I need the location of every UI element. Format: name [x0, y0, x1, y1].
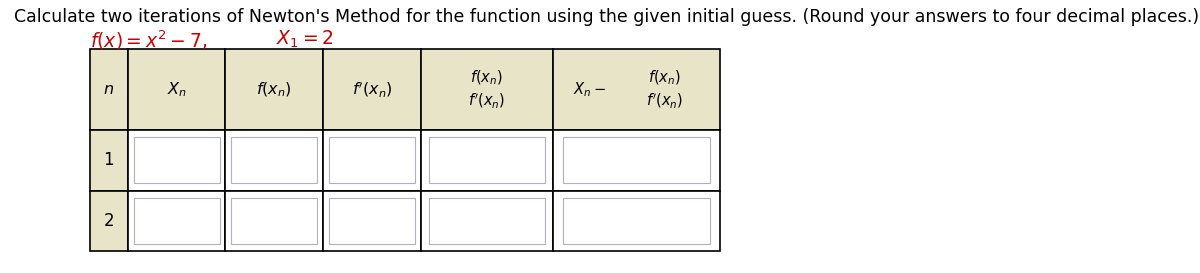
Text: $\mathit{X}_n -$: $\mathit{X}_n -$	[574, 80, 606, 99]
Text: $\mathit{f}(\mathit{x}_n)$: $\mathit{f}(\mathit{x}_n)$	[257, 80, 292, 99]
Text: $\mathit{X}_1 = 2$: $\mathit{X}_1 = 2$	[276, 29, 334, 50]
Text: 2: 2	[103, 212, 114, 230]
Text: 1: 1	[103, 151, 114, 169]
Text: $\mathit{f}(\mathit{x}) = \mathit{x}^2 - 7,$: $\mathit{f}(\mathit{x}) = \mathit{x}^2 -…	[90, 29, 208, 52]
Text: $\mathit{f}(\mathit{x}_n)$: $\mathit{f}(\mathit{x}_n)$	[648, 69, 682, 87]
Text: $\mathit{f}'(\mathit{x}_n)$: $\mathit{f}'(\mathit{x}_n)$	[352, 80, 392, 99]
Text: Calculate two iterations of Newton's Method for the function using the given ini: Calculate two iterations of Newton's Met…	[14, 8, 1200, 26]
Text: $\mathit{X}_n$: $\mathit{X}_n$	[167, 80, 186, 99]
Text: $n$: $n$	[103, 82, 114, 97]
Text: $\mathit{f}(\mathit{x}_n)$: $\mathit{f}(\mathit{x}_n)$	[470, 69, 503, 87]
Text: $\mathit{f}'(\mathit{x}_n)$: $\mathit{f}'(\mathit{x}_n)$	[468, 91, 505, 110]
Text: $\mathit{f}'(\mathit{x}_n)$: $\mathit{f}'(\mathit{x}_n)$	[647, 91, 684, 110]
